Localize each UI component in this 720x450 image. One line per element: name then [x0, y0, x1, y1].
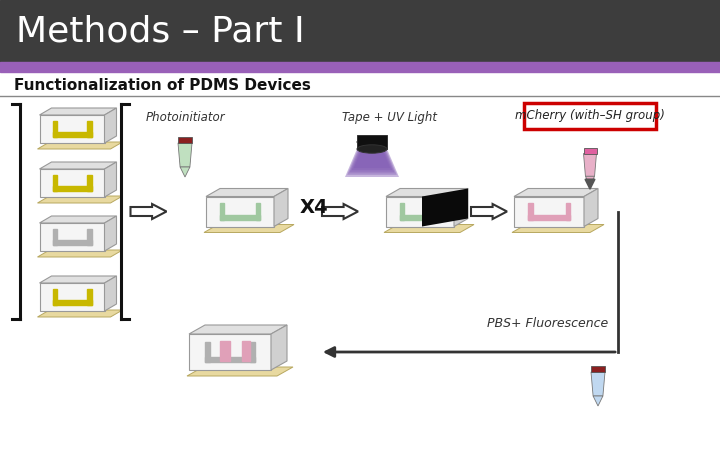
Polygon shape — [37, 142, 122, 149]
Bar — [357, 135, 387, 149]
Text: Methods – Part I: Methods – Part I — [16, 14, 305, 48]
Bar — [53, 289, 57, 305]
Polygon shape — [37, 196, 122, 203]
Text: Functionalization of PDMS Devices: Functionalization of PDMS Devices — [14, 78, 311, 94]
Bar — [87, 122, 91, 137]
Polygon shape — [206, 189, 288, 197]
Bar — [205, 342, 210, 362]
Polygon shape — [591, 372, 605, 396]
Polygon shape — [37, 250, 122, 257]
Bar — [583, 148, 596, 153]
Bar — [243, 341, 251, 361]
Polygon shape — [386, 189, 468, 197]
Bar — [0, 0, 720, 62]
Bar — [0, 62, 720, 72]
Polygon shape — [345, 149, 399, 177]
Polygon shape — [104, 108, 117, 143]
Bar — [514, 197, 584, 226]
Bar — [53, 240, 91, 245]
Polygon shape — [40, 108, 117, 115]
Polygon shape — [584, 189, 598, 226]
Polygon shape — [180, 167, 190, 177]
Text: Tape + UV Light: Tape + UV Light — [343, 111, 438, 124]
Ellipse shape — [357, 145, 387, 153]
Polygon shape — [422, 189, 468, 226]
Polygon shape — [104, 276, 117, 311]
Polygon shape — [349, 149, 395, 172]
Bar — [220, 203, 224, 220]
Bar — [40, 115, 104, 143]
Bar — [53, 132, 91, 137]
Polygon shape — [37, 310, 122, 317]
Polygon shape — [104, 162, 117, 197]
Bar — [87, 176, 91, 191]
Bar — [205, 357, 255, 362]
Bar — [565, 203, 570, 220]
Polygon shape — [454, 189, 468, 226]
Polygon shape — [130, 204, 166, 219]
Bar — [591, 366, 605, 372]
Polygon shape — [40, 216, 117, 223]
Bar — [40, 169, 104, 197]
Bar — [53, 186, 91, 191]
Bar — [528, 215, 570, 220]
Polygon shape — [40, 276, 117, 283]
Bar — [250, 342, 255, 362]
Ellipse shape — [357, 138, 387, 146]
Polygon shape — [354, 149, 390, 168]
Bar — [528, 203, 533, 220]
Polygon shape — [471, 204, 507, 219]
Bar — [40, 223, 104, 251]
Polygon shape — [512, 225, 604, 233]
Bar — [53, 122, 57, 137]
Polygon shape — [271, 325, 287, 370]
Bar — [400, 215, 441, 220]
Bar — [206, 197, 274, 226]
Bar — [53, 230, 57, 245]
Polygon shape — [593, 396, 603, 406]
Bar — [53, 300, 91, 305]
Bar — [220, 215, 261, 220]
Bar — [87, 289, 91, 305]
Bar — [436, 203, 441, 220]
Bar — [256, 203, 261, 220]
Polygon shape — [585, 176, 595, 186]
Text: X4: X4 — [300, 198, 328, 217]
Polygon shape — [40, 162, 117, 169]
Polygon shape — [204, 225, 294, 233]
Polygon shape — [187, 367, 293, 376]
Polygon shape — [189, 325, 287, 334]
Bar — [400, 203, 404, 220]
Text: Photoinitiator: Photoinitiator — [145, 111, 225, 124]
Polygon shape — [178, 143, 192, 167]
Bar — [178, 137, 192, 143]
Polygon shape — [384, 225, 474, 233]
Text: PBS+ Fluorescence: PBS+ Fluorescence — [487, 317, 608, 330]
Bar — [53, 176, 57, 191]
Polygon shape — [351, 149, 392, 170]
Polygon shape — [104, 216, 117, 251]
FancyBboxPatch shape — [524, 103, 656, 129]
Polygon shape — [583, 153, 596, 176]
Text: mCherry (with–SH group): mCherry (with–SH group) — [515, 109, 665, 122]
Bar — [220, 341, 230, 361]
Bar — [386, 197, 454, 226]
Bar — [189, 334, 271, 370]
Polygon shape — [322, 204, 358, 219]
Bar — [40, 283, 104, 311]
Polygon shape — [514, 189, 598, 197]
Polygon shape — [347, 149, 397, 175]
Bar — [87, 230, 91, 245]
Polygon shape — [274, 189, 288, 226]
